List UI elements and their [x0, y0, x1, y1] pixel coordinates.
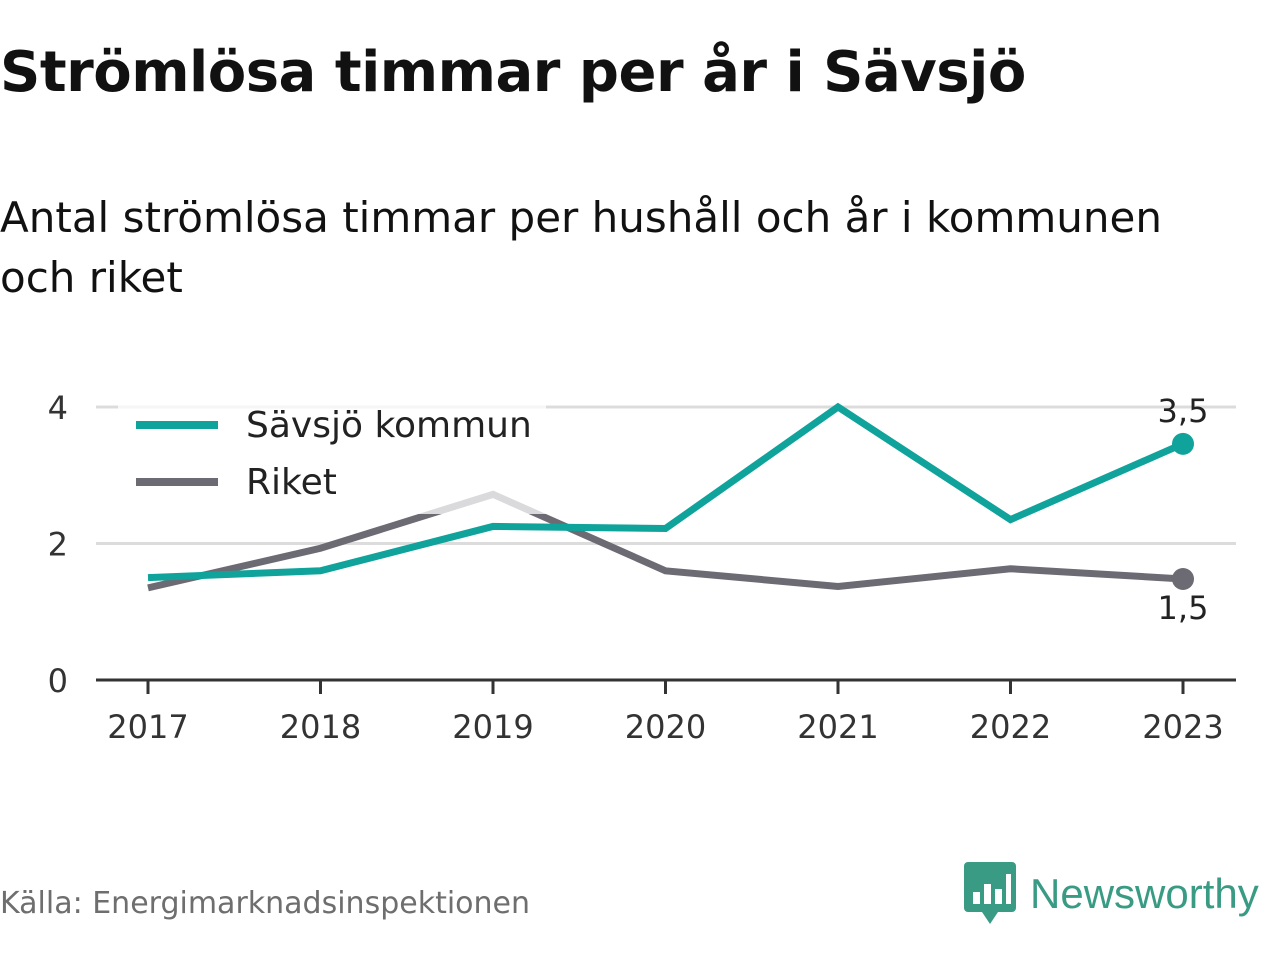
- x-tick-label: 2019: [452, 708, 533, 746]
- series-line: [147, 402, 1185, 582]
- x-tick-label: 2021: [797, 708, 878, 746]
- brand: Newsworthy: [964, 862, 1259, 926]
- x-tick-label: 2023: [1142, 708, 1223, 746]
- legend-label: Riket: [246, 462, 337, 503]
- x-tick-label: 2018: [280, 708, 361, 746]
- chart-title: Strömlösa timmar per år i Sävsjö: [0, 40, 1026, 105]
- x-tick-label: 2017: [107, 708, 188, 746]
- end-point-marker: [1172, 567, 1194, 590]
- chart-subtitle: Antal strömlösa timmar per hushåll och å…: [0, 193, 1162, 302]
- brand-name: Newsworthy: [1030, 870, 1259, 917]
- y-tick-label: 0: [48, 662, 68, 700]
- end-value-label: 1,5: [1158, 589, 1209, 627]
- legend-label: Sävsjö kommun: [246, 405, 532, 446]
- x-tick-label: 2020: [625, 708, 706, 746]
- series-line: [147, 490, 1184, 592]
- y-tick-label: 4: [48, 389, 68, 427]
- newsworthy-logo-icon: [964, 862, 1016, 924]
- y-tick-label: 2: [48, 526, 68, 564]
- source-note: Källa: Energimarknadsinspektionen: [0, 886, 531, 921]
- end-value-label: 3,5: [1158, 392, 1209, 430]
- x-tick-label: 2022: [970, 708, 1051, 746]
- end-point-marker: [1172, 432, 1194, 455]
